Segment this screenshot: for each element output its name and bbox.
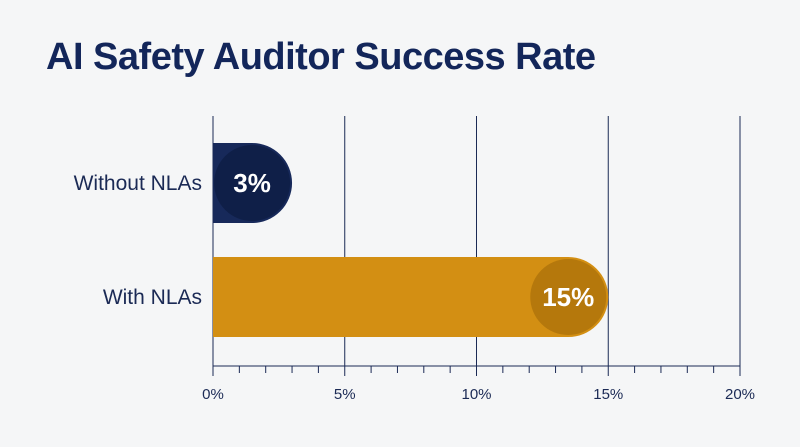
data-badge-1 xyxy=(530,259,607,335)
x-tick-label-0: 0% xyxy=(202,386,224,403)
category-label-0: Without NLAs xyxy=(74,172,202,195)
data-label-0: 3% xyxy=(233,168,271,198)
data-badge-0 xyxy=(214,145,291,221)
data-label-1: 15% xyxy=(542,282,594,312)
chart-title: AI Safety Auditor Success Rate xyxy=(46,36,596,78)
bar-with-nlas xyxy=(213,257,609,337)
category-label-1: With NLAs xyxy=(103,286,202,309)
x-tick-label-1: 5% xyxy=(334,386,356,403)
x-tick-label-3: 15% xyxy=(593,386,623,403)
x-tick-label-4: 20% xyxy=(725,386,755,403)
x-tick-label-2: 10% xyxy=(461,386,491,403)
